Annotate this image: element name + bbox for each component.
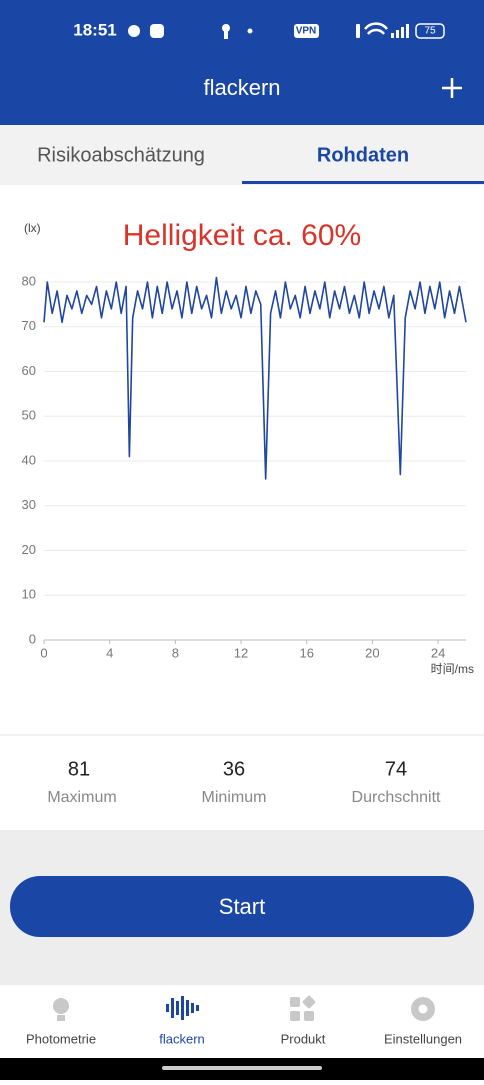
y-tick-label: 10 bbox=[22, 587, 36, 602]
nav-item[interactable]: Photometrie bbox=[26, 1031, 96, 1046]
chart: Helligkeit ca. 60% (lx) 时间/ms 0102030405… bbox=[22, 219, 474, 676]
tab-active[interactable]: Rohdaten bbox=[317, 144, 409, 166]
stat-value: 74 bbox=[385, 758, 407, 780]
stat-label: Durchschnitt bbox=[352, 789, 441, 806]
y-tick-label: 0 bbox=[29, 631, 36, 646]
tabs bbox=[0, 125, 484, 185]
x-tick-label: 4 bbox=[106, 645, 113, 660]
y-tick-label: 80 bbox=[22, 273, 36, 288]
nav-item[interactable]: Einstellungen bbox=[384, 1031, 462, 1046]
home-indicator bbox=[162, 1066, 322, 1070]
y-axis-label: (lx) bbox=[24, 221, 41, 235]
y-tick-label: 30 bbox=[22, 497, 36, 512]
bottom-nav bbox=[0, 985, 484, 1058]
tab-indicator bbox=[242, 181, 484, 184]
x-tick-label: 16 bbox=[299, 645, 313, 660]
app-bar bbox=[0, 0, 484, 125]
add-button[interactable] bbox=[442, 78, 462, 98]
x-axis-label: 时间/ms bbox=[431, 662, 474, 676]
y-tick-label: 60 bbox=[22, 363, 36, 378]
start-button[interactable] bbox=[10, 876, 474, 937]
header-title: flackern bbox=[203, 75, 280, 100]
x-tick-label: 0 bbox=[40, 645, 47, 660]
stat-value: 36 bbox=[223, 758, 245, 780]
y-tick-label: 70 bbox=[22, 318, 36, 333]
stats-panel bbox=[0, 735, 484, 830]
y-tick-label: 50 bbox=[22, 408, 36, 423]
status-icons bbox=[128, 22, 445, 39]
chart-area bbox=[0, 185, 484, 735]
nav-item-active[interactable]: flackern bbox=[159, 1031, 205, 1046]
chart-title: Helligkeit ca. 60% bbox=[123, 219, 361, 252]
y-tick-label: 40 bbox=[22, 452, 36, 467]
data-line bbox=[43, 276, 467, 480]
x-tick-label: 20 bbox=[365, 645, 379, 660]
battery: 75 bbox=[424, 26, 436, 37]
stats: 81 Maximum 36 Minimum 74 Durchschnitt bbox=[47, 758, 441, 806]
nav-icons bbox=[53, 995, 435, 1021]
stat-value: 81 bbox=[68, 758, 90, 780]
stat-label: Minimum bbox=[202, 789, 267, 806]
start-label: Start bbox=[219, 894, 265, 919]
nav-item[interactable]: Produkt bbox=[281, 1031, 326, 1046]
time: 18:51 bbox=[73, 20, 116, 39]
x-tick-label: 24 bbox=[431, 645, 445, 660]
vpn: VPN bbox=[296, 26, 317, 37]
tab[interactable]: Risikoabschätzung bbox=[37, 144, 205, 166]
x-tick-label: 8 bbox=[172, 645, 179, 660]
y-tick-label: 20 bbox=[22, 542, 36, 557]
stat-label: Maximum bbox=[47, 789, 116, 806]
x-tick-label: 12 bbox=[234, 645, 248, 660]
